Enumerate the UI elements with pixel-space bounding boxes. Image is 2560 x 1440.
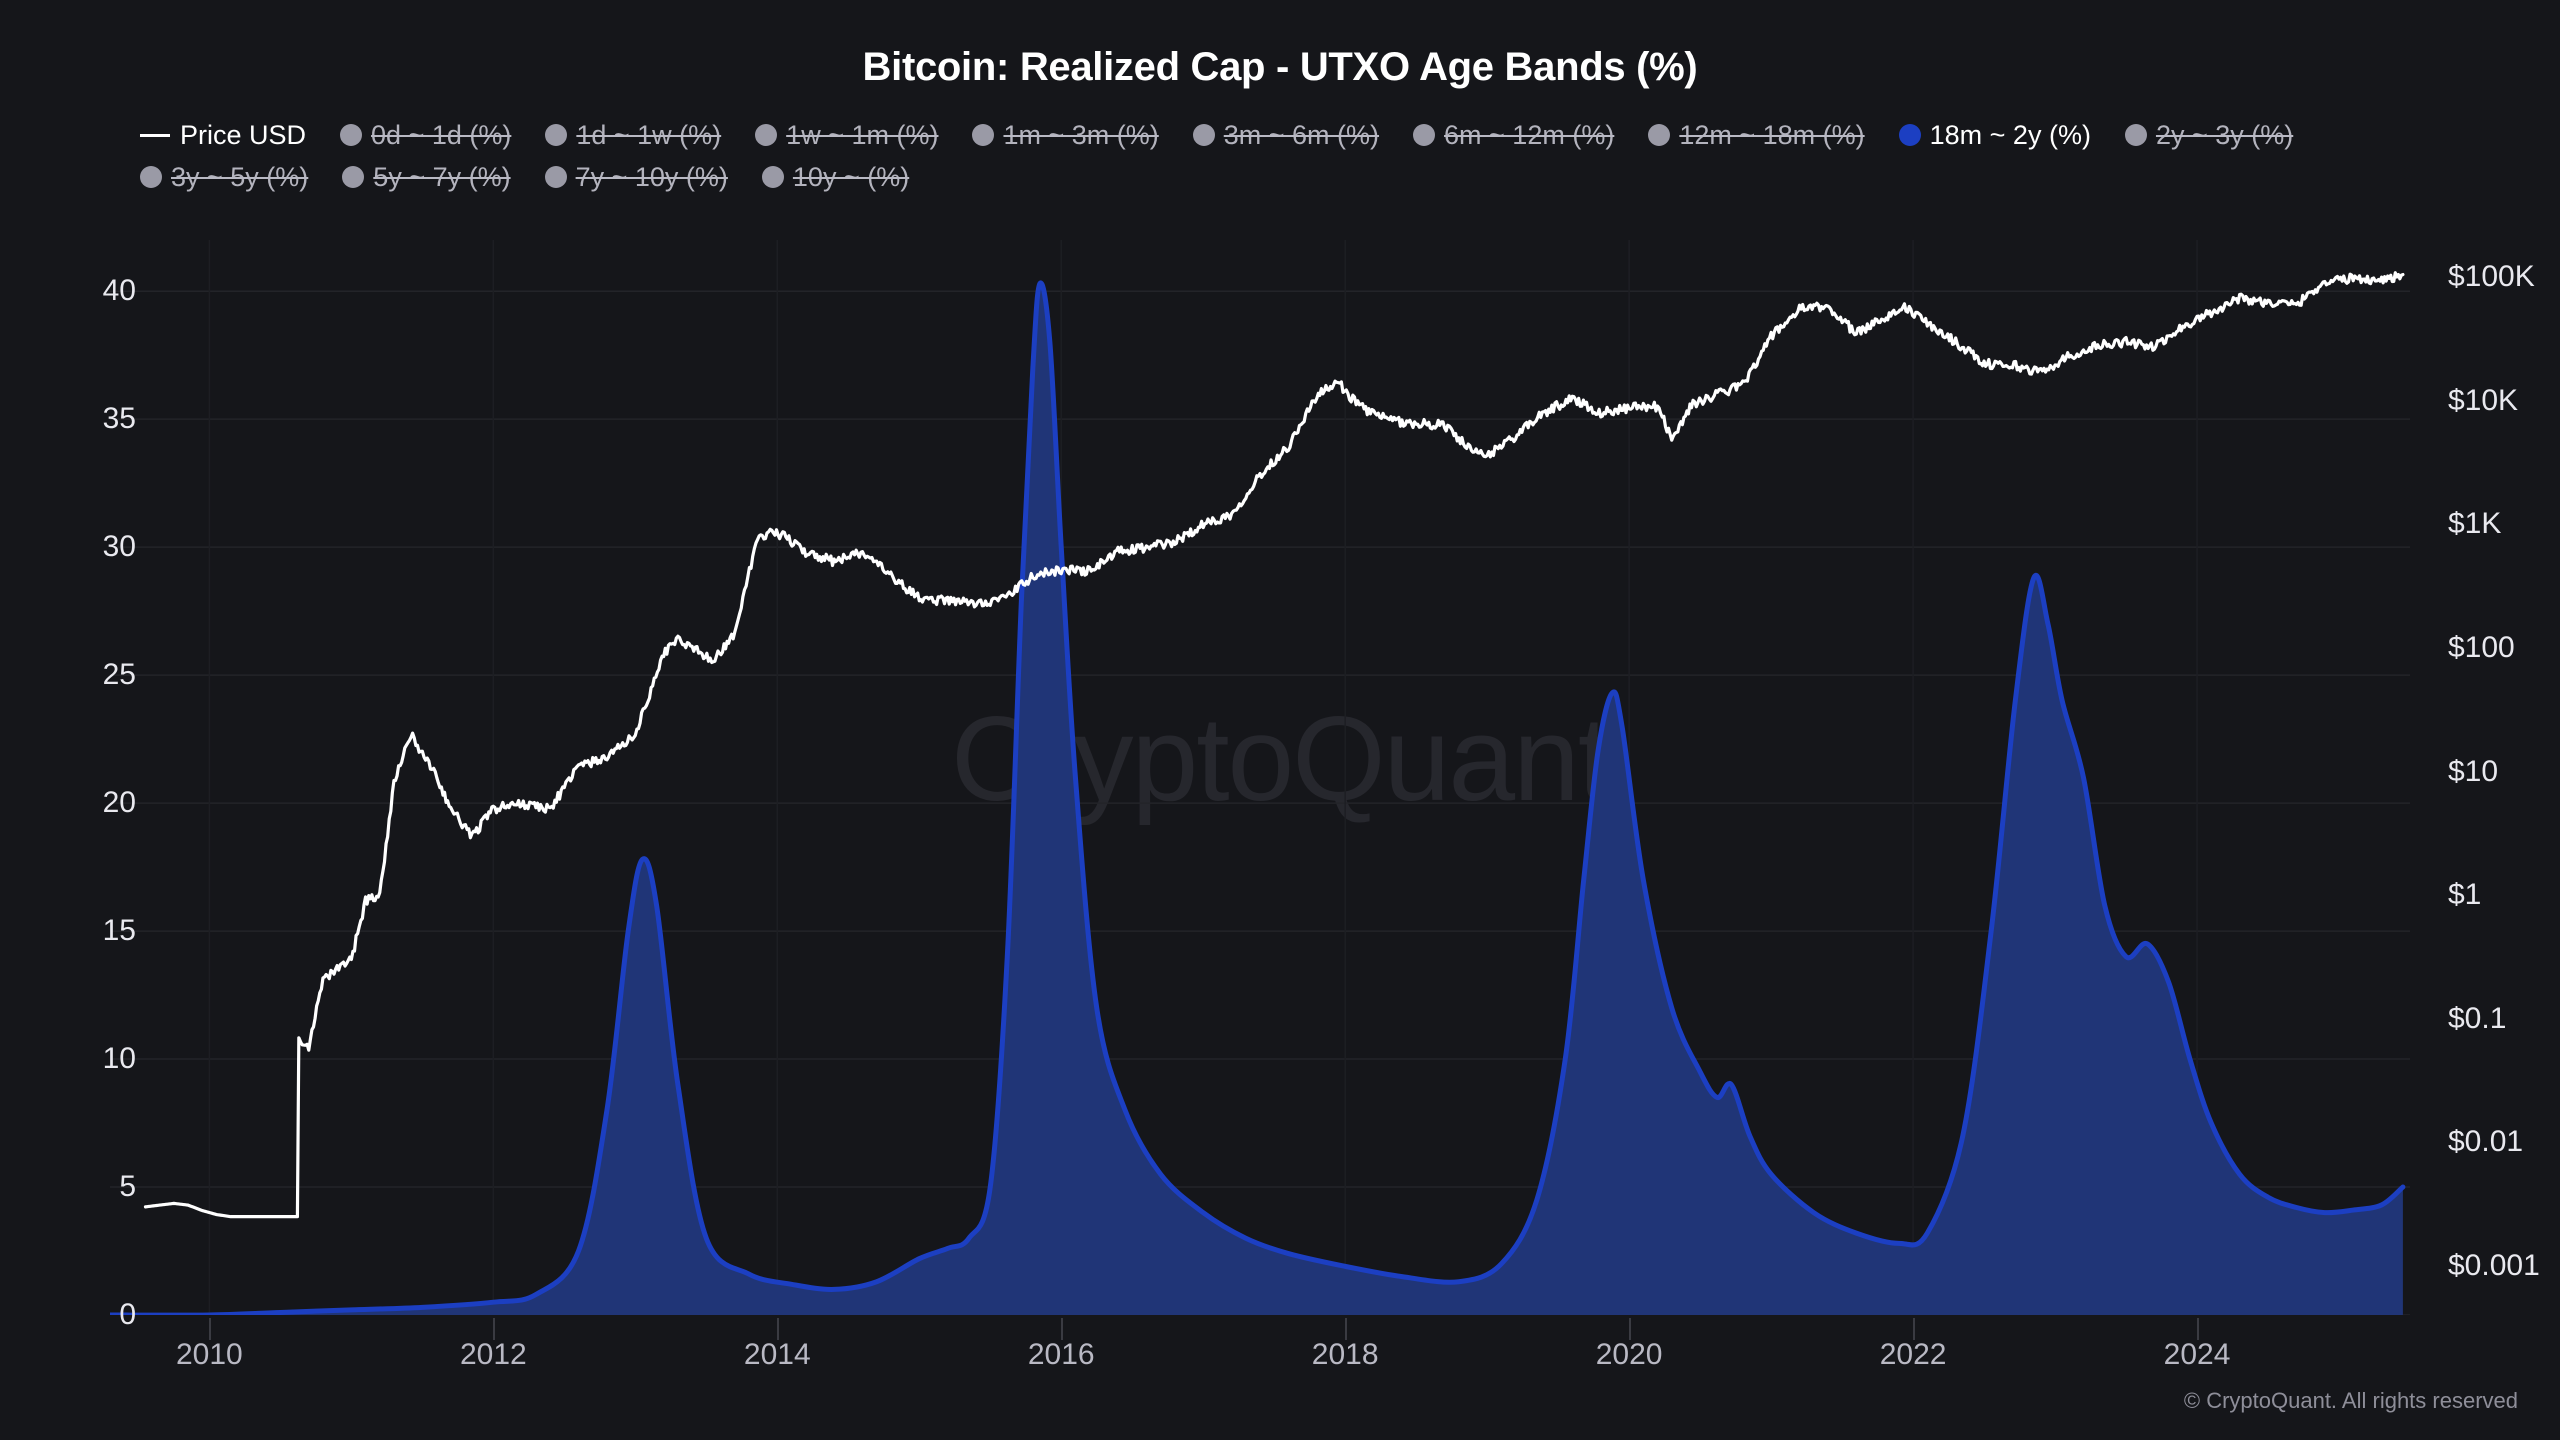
y-axis-right-tick: $0.1 bbox=[2448, 1001, 2507, 1035]
legend-label: 0d ~ 1d (%) bbox=[371, 119, 512, 150]
y-axis-right-tick: $10K bbox=[2448, 383, 2519, 417]
legend-label: 6m ~ 12m (%) bbox=[1444, 119, 1615, 150]
legend-item-6m-12m[interactable]: 6m ~ 12m (%) bbox=[1413, 118, 1614, 152]
x-axis-tick: 2018 bbox=[1311, 1338, 1379, 1371]
y-axis-left-tick: 30 bbox=[102, 530, 136, 564]
legend-item-3y-5y[interactable]: 3y ~ 5y (%) bbox=[140, 160, 308, 194]
legend-label: 18m ~ 2y (%) bbox=[1929, 119, 2091, 150]
circle-swatch-icon bbox=[761, 166, 784, 188]
legend-item-1d-1w[interactable]: 1d ~ 1w (%) bbox=[545, 118, 721, 152]
y-axis-right-tick: $10 bbox=[2448, 754, 2499, 788]
x-axis-tick-mark bbox=[209, 1318, 212, 1340]
plot-area[interactable] bbox=[110, 240, 2410, 1315]
chart-canvas bbox=[110, 240, 2410, 1315]
x-axis-tick: 2016 bbox=[1027, 1338, 1095, 1371]
legend-item-1m-3m[interactable]: 1m ~ 3m (%) bbox=[972, 118, 1159, 152]
legend-item-3m-6m[interactable]: 3m ~ 6m (%) bbox=[1192, 118, 1380, 152]
legend-label: 1w ~ 1m (%) bbox=[786, 119, 939, 150]
legend-label: Price USD bbox=[180, 119, 307, 150]
x-axis-tick: 2010 bbox=[176, 1338, 243, 1371]
circle-swatch-icon bbox=[1648, 124, 1671, 146]
legend-item-10y-plus[interactable]: 10y ~ (%) bbox=[761, 160, 910, 194]
circle-swatch-icon bbox=[1413, 124, 1436, 146]
legend-item-price-usd[interactable]: Price USD bbox=[140, 118, 306, 152]
legend-item-12m-18m[interactable]: 12m ~ 18m (%) bbox=[1648, 118, 1865, 152]
x-axis-tick: 2022 bbox=[1879, 1338, 1947, 1371]
y-axis-right-tick: $0.01 bbox=[2448, 1125, 2524, 1159]
legend-label: 12m ~ 18m (%) bbox=[1679, 119, 1865, 150]
legend-item-2y-3y[interactable]: 2y ~ 3y (%) bbox=[2124, 118, 2294, 152]
legend-label: 1m ~ 3m (%) bbox=[1003, 119, 1159, 150]
copyright-notice: © CryptoQuant. All rights reserved bbox=[2183, 1388, 2518, 1413]
y-axis-right-tick: $0.001 bbox=[2448, 1248, 2540, 1282]
circle-swatch-icon bbox=[140, 166, 162, 188]
legend-label: 7y ~ 10y (%) bbox=[575, 161, 728, 192]
x-axis-tick: 2014 bbox=[743, 1338, 811, 1371]
y-axis-left-tick: 20 bbox=[102, 786, 136, 820]
x-axis-tick-mark bbox=[2197, 1318, 2200, 1340]
legend-label: 5y ~ 7y (%) bbox=[373, 161, 511, 192]
y-axis-left-tick: 40 bbox=[102, 274, 136, 308]
legend-item-18m-2y[interactable]: 18m ~ 2y (%) bbox=[1898, 118, 2091, 152]
y-axis-right-tick: $100K bbox=[2448, 260, 2535, 294]
x-axis-tick-mark bbox=[1061, 1318, 1064, 1340]
y-axis-left-tick: 10 bbox=[102, 1042, 136, 1076]
page-title: Bitcoin: Realized Cap - UTXO Age Bands (… bbox=[862, 45, 1698, 89]
circle-swatch-icon bbox=[544, 166, 567, 188]
x-axis-tick-mark bbox=[1629, 1318, 1632, 1340]
legend-label: 3y ~ 5y (%) bbox=[171, 161, 309, 192]
circle-swatch-icon bbox=[340, 124, 363, 146]
y-axis-right-tick: $100 bbox=[2448, 630, 2515, 664]
y-axis-left-tick: 25 bbox=[102, 658, 136, 692]
x-axis-tick: 2024 bbox=[2163, 1338, 2231, 1371]
circle-swatch-icon bbox=[1898, 124, 1921, 146]
legend-label: 10y ~ (%) bbox=[792, 161, 910, 192]
x-axis-tick-mark bbox=[777, 1318, 780, 1340]
legend-label: 2y ~ 3y (%) bbox=[2155, 119, 2294, 150]
circle-swatch-icon bbox=[755, 124, 778, 146]
y-axis-left-tick: 5 bbox=[119, 1170, 136, 1204]
y-axis-left-tick: 0 bbox=[119, 1298, 136, 1331]
legend-item-1w-1m[interactable]: 1w ~ 1m (%) bbox=[755, 118, 938, 152]
circle-swatch-icon bbox=[342, 166, 365, 188]
circle-swatch-icon bbox=[2124, 124, 2147, 146]
legend-label: 1d ~ 1w (%) bbox=[576, 119, 722, 150]
legend-item-0d-1d[interactable]: 0d ~ 1d (%) bbox=[340, 118, 511, 152]
y-axis-left-tick: 35 bbox=[102, 402, 136, 436]
line-swatch-icon bbox=[140, 133, 170, 137]
y-axis-right-tick: $1 bbox=[2448, 878, 2482, 912]
x-axis-tick-mark bbox=[493, 1318, 496, 1340]
x-axis-tick-mark bbox=[1913, 1318, 1916, 1340]
legend-item-7y-10y[interactable]: 7y ~ 10y (%) bbox=[544, 160, 728, 194]
y-axis-left-tick: 15 bbox=[102, 914, 136, 948]
circle-swatch-icon bbox=[545, 124, 568, 146]
circle-swatch-icon bbox=[972, 124, 995, 146]
legend: Price USD 0d ~ 1d (%) 1d ~ 1w (%) 1w ~ 1… bbox=[140, 118, 2480, 194]
x-axis-tick: 2020 bbox=[1595, 1338, 1663, 1371]
legend-label: 3m ~ 6m (%) bbox=[1223, 119, 1380, 150]
circle-swatch-icon bbox=[1192, 124, 1215, 146]
y-axis-right-tick: $1K bbox=[2448, 507, 2502, 541]
x-axis-tick-mark bbox=[1345, 1318, 1348, 1340]
x-axis-tick: 2012 bbox=[459, 1338, 527, 1371]
legend-item-5y-7y[interactable]: 5y ~ 7y (%) bbox=[342, 160, 511, 194]
